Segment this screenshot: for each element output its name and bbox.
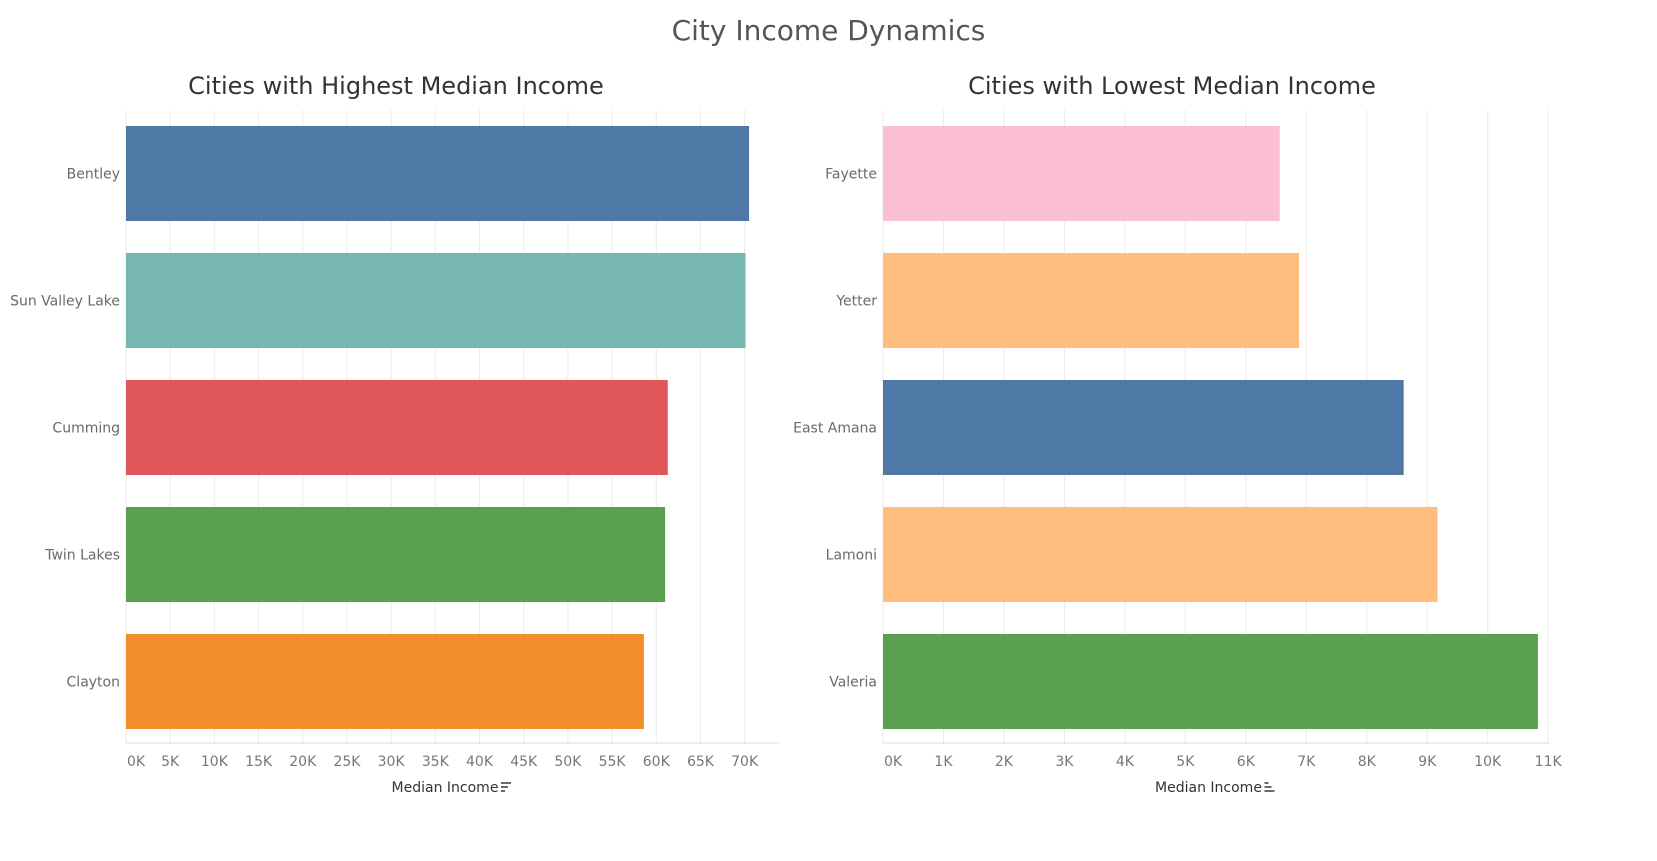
low-category-label: East Amana bbox=[793, 421, 877, 437]
high-x-tick-label: 40K bbox=[466, 754, 494, 770]
low-category-label: Lamoni bbox=[826, 548, 877, 564]
low-x-tick-label: 4K bbox=[1116, 754, 1135, 770]
high-x-tick-label: 15K bbox=[245, 754, 273, 770]
low-category-label: Valeria bbox=[829, 675, 877, 691]
high-category-label: Cumming bbox=[52, 421, 120, 437]
high-bar-cumming[interactable] bbox=[126, 380, 668, 475]
high-category-label: Clayton bbox=[67, 675, 120, 691]
low-x-tick-label: 11K bbox=[1535, 754, 1563, 770]
low-x-tick-label: 8K bbox=[1358, 754, 1377, 770]
high-chart-title: Cities with Highest Median Income bbox=[188, 72, 604, 100]
low-x-tick-label: 10K bbox=[1474, 754, 1502, 770]
high-x-tick-label: 45K bbox=[510, 754, 538, 770]
high-category-label: Sun Valley Lake bbox=[10, 294, 120, 310]
low-x-tick-label: 3K bbox=[1055, 754, 1074, 770]
highest-income-chart: Cities with Highest Median Income 0K 5K 10K… bbox=[10, 72, 780, 796]
high-x-tick-label: 0K bbox=[127, 754, 146, 770]
high-x-tick-label: 20K bbox=[289, 754, 317, 770]
high-x-tick-label: 60K bbox=[643, 754, 671, 770]
high-bar-twin-lakes[interactable] bbox=[126, 507, 666, 602]
low-x-tick-label: 0K bbox=[884, 754, 903, 770]
high-x-tick-label: 30K bbox=[378, 754, 406, 770]
sort-ascending-icon[interactable] bbox=[1264, 782, 1275, 792]
low-bar-valeria[interactable] bbox=[883, 634, 1538, 729]
low-x-tick-label: 6K bbox=[1237, 754, 1256, 770]
low-x-tick-label: 5K bbox=[1176, 754, 1195, 770]
high-x-tick-label: 50K bbox=[554, 754, 582, 770]
high-x-tick-label: 65K bbox=[687, 754, 715, 770]
high-category-label: Twin Lakes bbox=[44, 548, 120, 564]
low-bar-yetter[interactable] bbox=[883, 253, 1300, 348]
low-x-axis-title[interactable]: Median Income bbox=[1155, 780, 1262, 796]
dashboard-title: City Income Dynamics bbox=[671, 14, 986, 47]
low-bar-fayette[interactable] bbox=[883, 126, 1280, 221]
high-x-tick-label: 70K bbox=[731, 754, 759, 770]
low-chart-title: Cities with Lowest Median Income bbox=[968, 72, 1376, 100]
low-category-label: Fayette bbox=[825, 167, 877, 183]
sort-descending-icon[interactable] bbox=[501, 782, 511, 792]
high-x-tick-label: 5K bbox=[161, 754, 180, 770]
high-category-label: Bentley bbox=[67, 167, 120, 183]
high-bar-clayton[interactable] bbox=[126, 634, 644, 729]
high-bar-sun-valley-lake[interactable] bbox=[126, 253, 746, 348]
low-bar-east-amana[interactable] bbox=[883, 380, 1404, 475]
lowest-income-chart: Cities with Lowest Median Income 0K 1K 2K 3K… bbox=[793, 72, 1563, 796]
high-bar-bentley[interactable] bbox=[126, 126, 750, 221]
low-x-tick-label: 7K bbox=[1297, 754, 1316, 770]
high-x-tick-label: 25K bbox=[333, 754, 361, 770]
high-x-tick-label: 10K bbox=[201, 754, 229, 770]
high-x-tick-label: 55K bbox=[599, 754, 627, 770]
high-x-axis-title[interactable]: Median Income bbox=[392, 780, 499, 796]
low-x-tick-label: 1K bbox=[934, 754, 953, 770]
high-x-tick-label: 35K bbox=[422, 754, 450, 770]
low-x-tick-label: 9K bbox=[1418, 754, 1437, 770]
low-x-tick-label: 2K bbox=[995, 754, 1014, 770]
low-bar-lamoni[interactable] bbox=[883, 507, 1438, 602]
low-category-label: Yetter bbox=[835, 294, 877, 310]
